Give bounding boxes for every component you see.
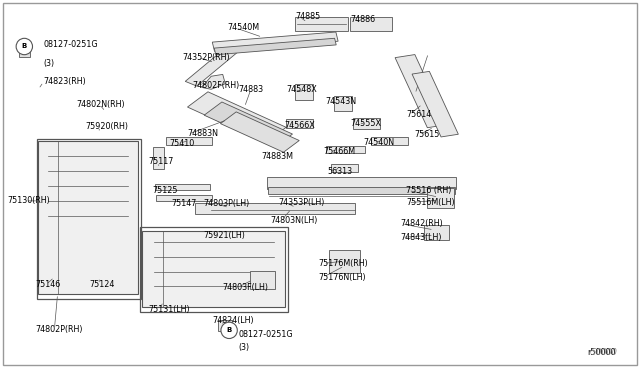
Bar — [286, 119, 313, 128]
Text: 74883M: 74883M — [261, 152, 293, 161]
Text: 74823(RH): 74823(RH) — [44, 77, 86, 86]
Text: 75146: 75146 — [35, 280, 60, 289]
Bar — [353, 118, 380, 129]
Text: 74886: 74886 — [351, 15, 376, 24]
Text: 75117: 75117 — [148, 157, 174, 166]
Bar — [166, 137, 212, 145]
Bar — [295, 17, 348, 31]
Bar — [214, 38, 336, 55]
Text: B: B — [227, 327, 232, 333]
Text: 74566X: 74566X — [285, 121, 316, 130]
Bar — [19, 47, 30, 57]
Bar — [268, 187, 455, 194]
Bar — [156, 195, 212, 201]
Text: 74803F(LH): 74803F(LH) — [223, 283, 269, 292]
Text: 74803P(LH): 74803P(LH) — [204, 199, 250, 208]
Bar — [424, 225, 449, 240]
Text: 75176M(RH): 75176M(RH) — [319, 259, 369, 268]
Text: 74802F(RH): 74802F(RH) — [192, 81, 239, 90]
Text: 75125: 75125 — [152, 186, 178, 195]
Bar — [220, 112, 300, 152]
Text: r50000: r50000 — [588, 348, 616, 357]
Text: 74842(RH): 74842(RH) — [400, 219, 443, 228]
Text: 74843(LH): 74843(LH) — [400, 233, 442, 242]
Text: 56313: 56313 — [328, 167, 353, 176]
Text: (3): (3) — [44, 59, 54, 68]
Text: 74802N(RH): 74802N(RH) — [77, 100, 125, 109]
Bar — [395, 55, 447, 128]
Text: 75131(LH): 75131(LH) — [148, 305, 190, 314]
Text: 74548X: 74548X — [287, 85, 317, 94]
Text: 75147: 75147 — [172, 199, 197, 208]
Text: B: B — [22, 44, 27, 49]
Bar — [268, 177, 456, 189]
Text: 74885: 74885 — [296, 12, 321, 21]
Text: (3): (3) — [238, 343, 249, 352]
Ellipse shape — [221, 322, 237, 339]
Text: 75124: 75124 — [90, 280, 115, 289]
Text: 74352P(RH): 74352P(RH) — [182, 53, 230, 62]
Bar — [334, 96, 352, 111]
Bar — [204, 102, 292, 147]
Bar — [212, 32, 338, 51]
Ellipse shape — [16, 38, 33, 55]
Text: 75466M: 75466M — [323, 147, 355, 156]
Bar — [412, 71, 458, 137]
Text: 74353P(LH): 74353P(LH) — [278, 198, 324, 207]
Text: 75516 (RH): 75516 (RH) — [406, 186, 452, 195]
Text: 75921(LH): 75921(LH) — [204, 231, 245, 240]
Text: r50000: r50000 — [589, 348, 618, 357]
Bar — [351, 17, 392, 31]
Text: 75615: 75615 — [415, 130, 440, 139]
Bar — [195, 203, 355, 214]
Text: 75130(RH): 75130(RH) — [8, 196, 51, 205]
Text: 74802P(RH): 74802P(RH) — [35, 325, 83, 334]
Text: 74540M: 74540M — [227, 23, 259, 32]
Text: 08127-0251G: 08127-0251G — [238, 330, 292, 339]
Text: 74824(LH): 74824(LH) — [212, 316, 254, 325]
Bar — [37, 139, 141, 299]
Text: 74540N: 74540N — [364, 138, 395, 147]
Bar — [326, 146, 365, 153]
Bar — [295, 84, 313, 100]
Text: 75516M(LH): 75516M(LH) — [406, 198, 455, 207]
Polygon shape — [38, 141, 138, 294]
Polygon shape — [202, 74, 225, 89]
Bar — [185, 48, 237, 86]
Bar — [331, 164, 358, 172]
Text: 74883N: 74883N — [187, 129, 218, 138]
Polygon shape — [142, 231, 285, 307]
Bar — [427, 188, 454, 208]
Text: 75410: 75410 — [169, 139, 194, 148]
Text: 75920(RH): 75920(RH) — [85, 122, 128, 131]
Text: 74803N(LH): 74803N(LH) — [270, 216, 317, 225]
Bar — [250, 271, 275, 289]
Text: 74555X: 74555X — [351, 119, 381, 128]
Bar — [155, 184, 210, 190]
Bar — [188, 92, 286, 142]
Text: 74543N: 74543N — [325, 97, 356, 106]
Bar — [329, 250, 360, 273]
Text: 75176N(LH): 75176N(LH) — [319, 273, 366, 282]
Text: 75614: 75614 — [406, 110, 431, 119]
Bar — [371, 137, 408, 145]
Text: 74883: 74883 — [238, 85, 263, 94]
Bar — [218, 320, 232, 331]
Bar — [153, 147, 164, 169]
Text: 08127-0251G: 08127-0251G — [44, 40, 98, 49]
Bar — [140, 227, 288, 312]
